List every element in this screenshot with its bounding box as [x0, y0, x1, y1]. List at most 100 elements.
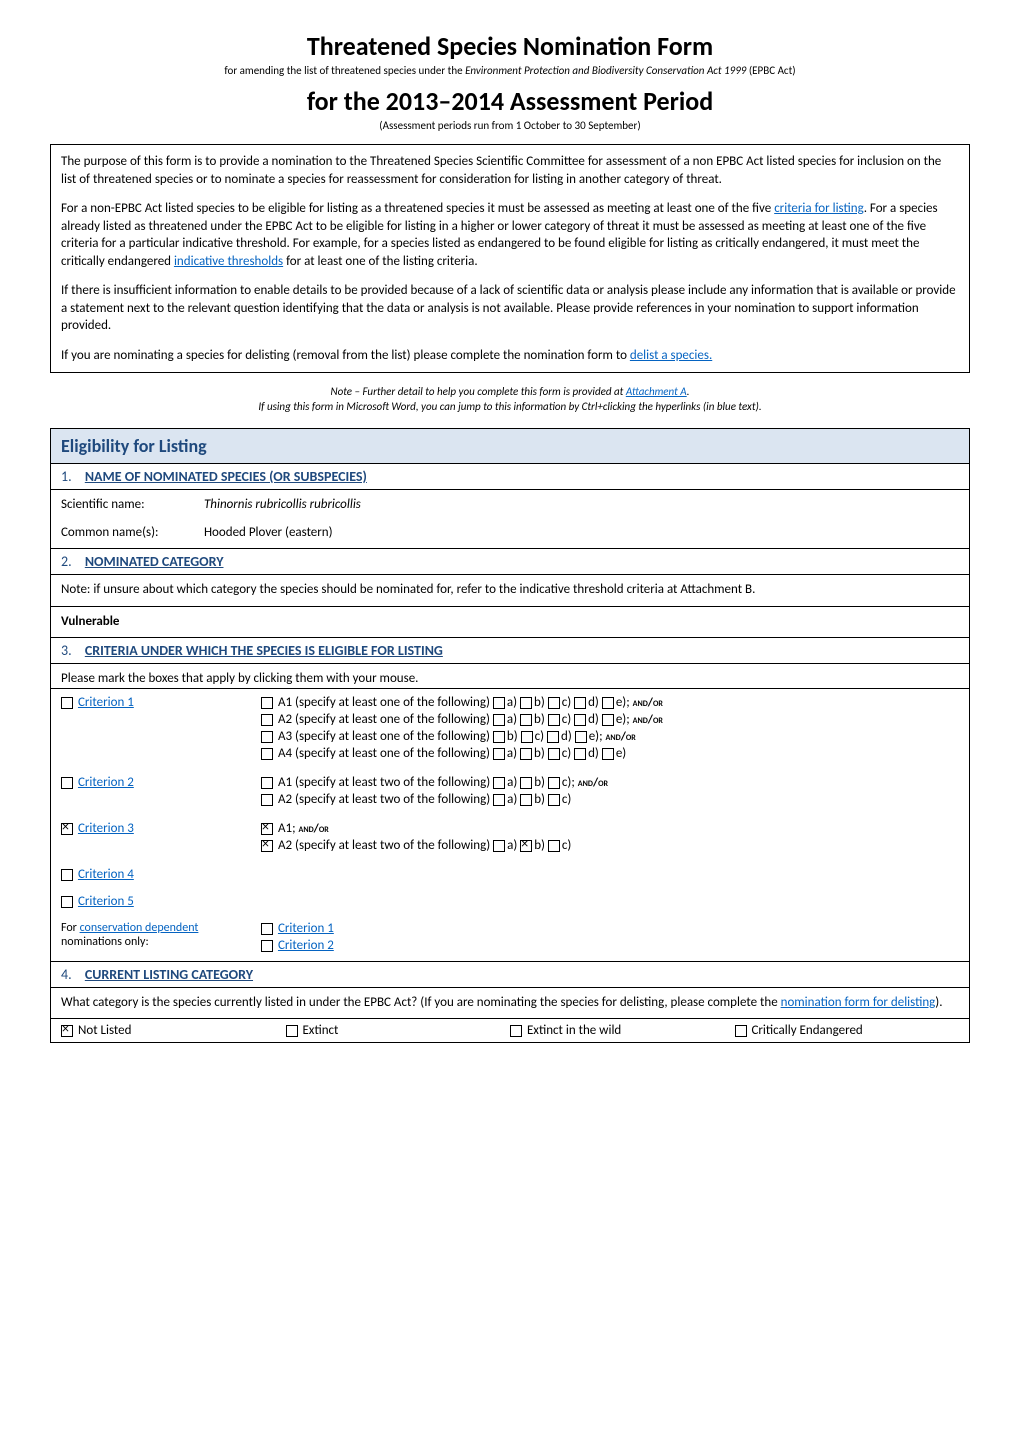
- eligibility-box: Eligibility for Listing 1. NAME OF NOMIN…: [50, 428, 970, 1043]
- section-2-note: Note: if unsure about which category the…: [51, 575, 969, 606]
- c1-a2-c[interactable]: [548, 714, 560, 726]
- period-note: (Assessment periods run from 1 October t…: [50, 119, 970, 132]
- consdep-crit1-link[interactable]: Criterion 1: [278, 921, 334, 936]
- intro-p3: If there is insufficient information to …: [61, 282, 959, 335]
- c2-a2-c[interactable]: [548, 794, 560, 806]
- section-2-value: Vulnerable: [51, 607, 969, 638]
- c1-a2-d[interactable]: [574, 714, 586, 726]
- period-title: for the 2013–2014 Assessment Period: [50, 85, 970, 117]
- andor-3: and/or: [606, 730, 636, 744]
- delist-species-link[interactable]: delist a species.: [630, 348, 712, 363]
- c1-a1-e[interactable]: [602, 697, 614, 709]
- c1-a2-text: A2 (specify at least one of the followin…: [278, 712, 490, 727]
- not-listed-label: Not Listed: [78, 1023, 131, 1038]
- c1-a3-checkbox[interactable]: [261, 731, 273, 743]
- criterion-5-link[interactable]: Criterion 5: [78, 894, 134, 909]
- criterion-2-checkbox[interactable]: [61, 777, 73, 789]
- c1-a4-d[interactable]: [574, 748, 586, 760]
- note-line2: If using this form in Microsoft Word, yo…: [258, 400, 761, 413]
- section-2-num: 2.: [61, 553, 72, 570]
- criterion-4-row: Criterion 4: [51, 861, 969, 888]
- c1-a3-d[interactable]: [547, 731, 559, 743]
- c1-a1-c[interactable]: [548, 697, 560, 709]
- intro-p2-post: for at least one of the listing criteria…: [283, 254, 477, 269]
- extinct-label: Extinct: [302, 1023, 338, 1038]
- consdep-crit2-link[interactable]: Criterion 2: [278, 938, 334, 953]
- criterion-5-checkbox[interactable]: [61, 896, 73, 908]
- section-1-body: Scientific name: Thinornis rubricollis r…: [51, 490, 969, 549]
- criterion-5-row: Criterion 5: [51, 888, 969, 915]
- extinct-wild-checkbox[interactable]: [510, 1025, 522, 1037]
- c2-a2-checkbox[interactable]: [261, 794, 273, 806]
- criterion-4-checkbox[interactable]: [61, 869, 73, 881]
- not-listed-checkbox[interactable]: [61, 1025, 73, 1037]
- c1-a3-text: A3 (specify at least one of the followin…: [278, 729, 490, 744]
- criterion-3-checkbox[interactable]: [61, 823, 73, 835]
- andor-4: and/or: [578, 776, 608, 790]
- c1-a4-c[interactable]: [548, 748, 560, 760]
- c3-a2-c[interactable]: [548, 840, 560, 852]
- c1-a1-d[interactable]: [574, 697, 586, 709]
- page-title: Threatened Species Nomination Form: [50, 30, 970, 62]
- eligibility-header: Eligibility for Listing: [51, 429, 969, 464]
- c3-a1-text: A1;: [278, 821, 296, 836]
- attachment-a-link[interactable]: Attachment A: [626, 385, 687, 398]
- c1-a1-text: A1 (specify at least one of the followin…: [278, 695, 490, 710]
- note-line1-pre: Note – Further detail to help you comple…: [331, 385, 626, 398]
- c3-a2-text: A2 (specify at least two of the followin…: [278, 838, 490, 853]
- consdep-crit1-checkbox[interactable]: [261, 923, 273, 935]
- c3-a2-b[interactable]: [520, 840, 532, 852]
- criterion-1-link[interactable]: Criterion 1: [78, 695, 134, 710]
- indicative-thresholds-link[interactable]: indicative thresholds: [174, 254, 283, 269]
- c2-a2-b[interactable]: [520, 794, 532, 806]
- c1-a1-checkbox[interactable]: [261, 697, 273, 709]
- c2-a1-checkbox[interactable]: [261, 777, 273, 789]
- note-block: Note – Further detail to help you comple…: [50, 385, 970, 414]
- extinct-checkbox[interactable]: [286, 1025, 298, 1037]
- c1-a4-e[interactable]: [602, 748, 614, 760]
- criterion-1-row: Criterion 1 A1 (specify at least one of …: [51, 689, 969, 769]
- c1-a2-e[interactable]: [602, 714, 614, 726]
- c2-a2-a[interactable]: [493, 794, 505, 806]
- c1-a1-a[interactable]: [493, 697, 505, 709]
- c1-a2-checkbox[interactable]: [261, 714, 273, 726]
- conservation-dependent-link[interactable]: conservation dependent: [80, 921, 199, 935]
- section-2-title: 2. NOMINATED CATEGORY: [51, 549, 969, 575]
- c3-a2-a[interactable]: [493, 840, 505, 852]
- c3-a2-checkbox[interactable]: [261, 840, 273, 852]
- c1-a3-e[interactable]: [575, 731, 587, 743]
- c2-a1-c[interactable]: [548, 777, 560, 789]
- c1-a3-b[interactable]: [493, 731, 505, 743]
- criterion-4-link[interactable]: Criterion 4: [78, 867, 134, 882]
- c1-a4-checkbox[interactable]: [261, 748, 273, 760]
- criterion-3-link[interactable]: Criterion 3: [78, 821, 134, 836]
- consdep-crit2-checkbox[interactable]: [261, 940, 273, 952]
- c1-a1-b[interactable]: [520, 697, 532, 709]
- criterion-2-row: Criterion 2 A1 (specify at least two of …: [51, 769, 969, 815]
- common-name-label: Common name(s):: [61, 524, 201, 542]
- section-1-title: 1. NAME OF NOMINATED SPECIES (OR SUBSPEC…: [51, 464, 969, 490]
- criteria-for-listing-link[interactable]: criteria for listing: [774, 201, 864, 216]
- intro-box: The purpose of this form is to provide a…: [50, 144, 970, 373]
- section-3-link[interactable]: CRITERIA UNDER WHICH THE SPECIES IS ELIG…: [85, 642, 443, 659]
- criterion-1-checkbox[interactable]: [61, 697, 73, 709]
- c1-a4-a[interactable]: [493, 748, 505, 760]
- subtitle-act: Environment Protection and Biodiversity …: [465, 64, 746, 77]
- section-2-link[interactable]: NOMINATED CATEGORY: [85, 553, 224, 570]
- c1-a4-b[interactable]: [520, 748, 532, 760]
- c2-a1-b[interactable]: [520, 777, 532, 789]
- section-1-link[interactable]: NAME OF NOMINATED SPECIES (OR SUBSPECIES…: [85, 468, 367, 485]
- criterion-2-link[interactable]: Criterion 2: [78, 775, 134, 790]
- c1-a2-b[interactable]: [520, 714, 532, 726]
- section-4-link[interactable]: CURRENT LISTING CATEGORY: [85, 966, 253, 983]
- c2-a1-a[interactable]: [493, 777, 505, 789]
- c1-a2-a[interactable]: [493, 714, 505, 726]
- critically-endangered-label: Critically Endangered: [751, 1023, 862, 1038]
- section-4-num: 4.: [61, 966, 72, 983]
- critically-endangered-checkbox[interactable]: [735, 1025, 747, 1037]
- c1-a3-c[interactable]: [521, 731, 533, 743]
- section-4-title: 4. CURRENT LISTING CATEGORY: [51, 962, 969, 988]
- c2-a1-text: A1 (specify at least two of the followin…: [278, 775, 490, 790]
- c3-a1-checkbox[interactable]: [261, 823, 273, 835]
- nomination-form-delisting-link[interactable]: nomination form for delisting: [781, 995, 936, 1010]
